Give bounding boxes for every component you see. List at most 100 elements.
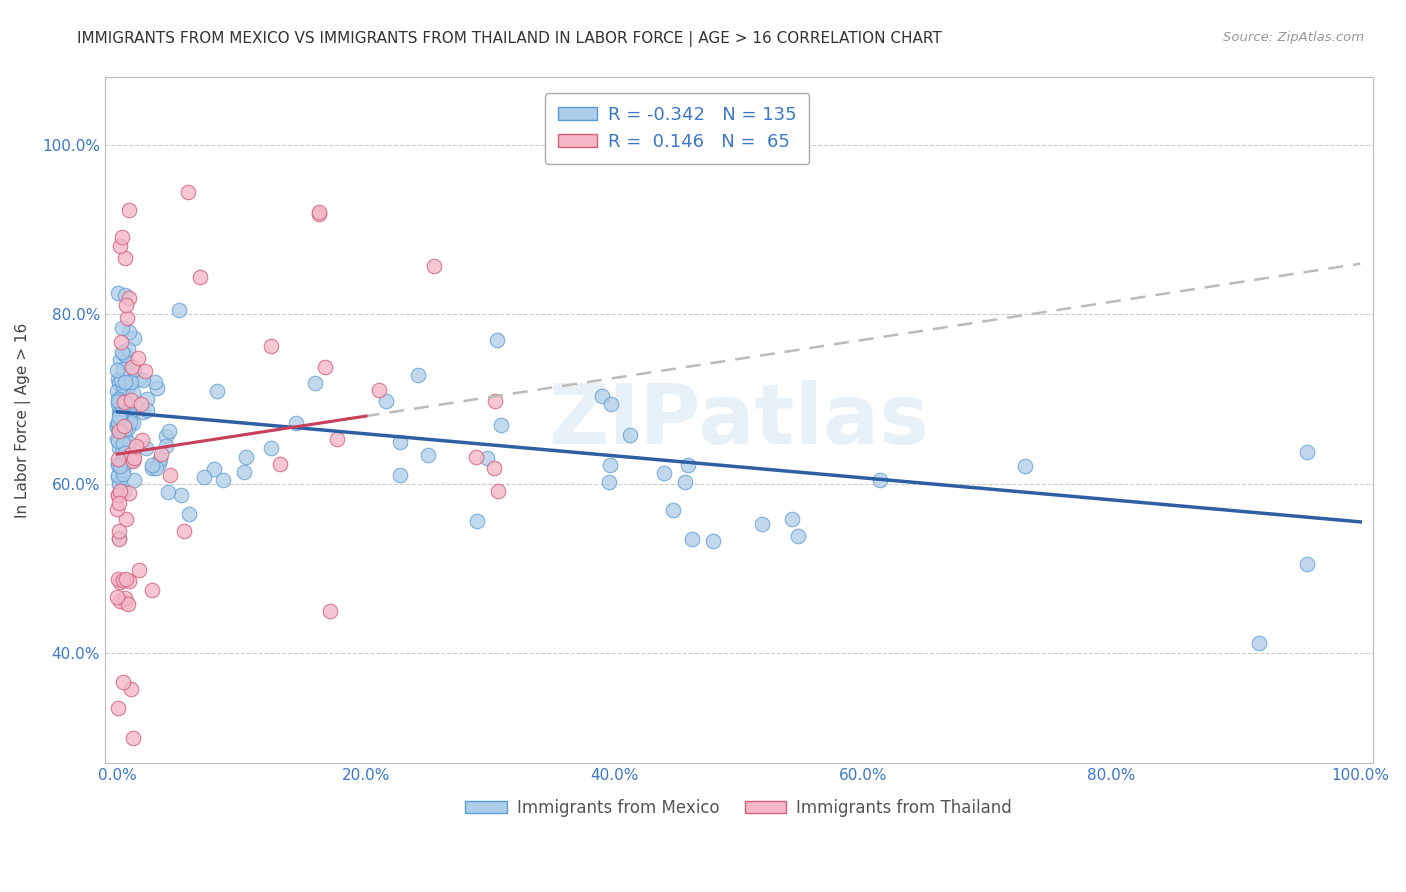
Point	[193, 469, 215, 483]
Point	[111, 400, 134, 414]
Text: IMMIGRANTS FROM MEXICO VS IMMIGRANTS FROM THAILAND IN LABOR FORCE | AGE > 16 COR: IMMIGRANTS FROM MEXICO VS IMMIGRANTS FRO…	[77, 31, 942, 47]
Point	[786, 528, 808, 542]
Point	[111, 463, 134, 477]
Point	[673, 475, 696, 489]
Point	[169, 488, 191, 502]
Point	[285, 416, 308, 430]
Point	[111, 229, 134, 244]
Point	[114, 456, 136, 470]
Point	[111, 436, 134, 450]
Point	[107, 434, 129, 448]
Point	[107, 392, 129, 406]
Point	[157, 424, 180, 438]
Point	[108, 574, 131, 589]
Point	[308, 205, 330, 219]
Point	[122, 473, 145, 487]
Point	[118, 435, 141, 450]
Point	[107, 285, 129, 300]
Point	[149, 451, 172, 466]
Point	[114, 288, 136, 302]
Point	[107, 397, 129, 411]
Point	[117, 598, 139, 612]
Point	[416, 448, 439, 462]
Point	[112, 394, 135, 409]
Point	[108, 484, 131, 499]
Point	[308, 207, 330, 221]
Point	[108, 376, 131, 391]
Point	[107, 419, 129, 434]
Point	[115, 395, 138, 409]
Point	[112, 454, 135, 468]
Point	[111, 457, 134, 471]
Legend: Immigrants from Mexico, Immigrants from Thailand: Immigrants from Mexico, Immigrants from …	[458, 792, 1019, 823]
Point	[464, 450, 486, 464]
Point	[155, 439, 177, 453]
Point	[212, 474, 235, 488]
Point	[112, 345, 135, 359]
Point	[118, 574, 141, 589]
Point	[114, 591, 136, 605]
Point	[107, 701, 129, 715]
Point	[108, 594, 131, 608]
Point	[869, 474, 891, 488]
Point	[114, 412, 136, 426]
Point	[146, 381, 169, 395]
Y-axis label: In Labor Force | Age > 16: In Labor Force | Age > 16	[15, 323, 31, 518]
Point	[111, 457, 134, 471]
Point	[107, 441, 129, 455]
Point	[136, 403, 159, 417]
Point	[107, 502, 129, 516]
Point	[117, 421, 139, 435]
Point	[326, 432, 349, 446]
Point	[654, 466, 676, 480]
Point	[136, 392, 159, 407]
Point	[108, 477, 131, 491]
Point	[120, 375, 142, 389]
Point	[108, 238, 131, 252]
Point	[115, 512, 138, 526]
Point	[122, 331, 145, 345]
Text: ZIPatlas: ZIPatlas	[548, 380, 929, 461]
Point	[131, 433, 153, 447]
Point	[488, 484, 510, 499]
Point	[115, 402, 138, 417]
Point	[107, 488, 129, 502]
Point	[374, 394, 396, 409]
Point	[111, 382, 134, 396]
Point	[117, 381, 139, 395]
Point	[112, 406, 135, 420]
Point	[232, 465, 254, 479]
Point	[112, 377, 135, 392]
Point	[108, 407, 131, 421]
Point	[111, 675, 134, 690]
Point	[127, 351, 149, 366]
Point	[388, 468, 411, 483]
Point	[128, 563, 150, 577]
Point	[107, 590, 129, 604]
Point	[131, 404, 153, 418]
Point	[484, 393, 506, 408]
Point	[108, 531, 131, 545]
Point	[169, 302, 191, 317]
Point	[176, 185, 198, 199]
Point	[118, 202, 141, 217]
Point	[110, 412, 132, 426]
Point	[107, 458, 129, 473]
Point	[132, 373, 155, 387]
Point	[141, 583, 163, 598]
Point	[110, 458, 132, 473]
Point	[598, 475, 620, 490]
Point	[141, 458, 163, 472]
Point	[120, 392, 142, 407]
Point	[423, 260, 446, 274]
Point	[702, 533, 724, 548]
Point	[111, 321, 134, 335]
Point	[406, 368, 429, 382]
Point	[114, 595, 136, 609]
Point	[1296, 557, 1319, 571]
Point	[110, 373, 132, 387]
Point	[107, 424, 129, 438]
Point	[177, 507, 200, 521]
Point	[107, 405, 129, 419]
Point	[489, 418, 512, 433]
